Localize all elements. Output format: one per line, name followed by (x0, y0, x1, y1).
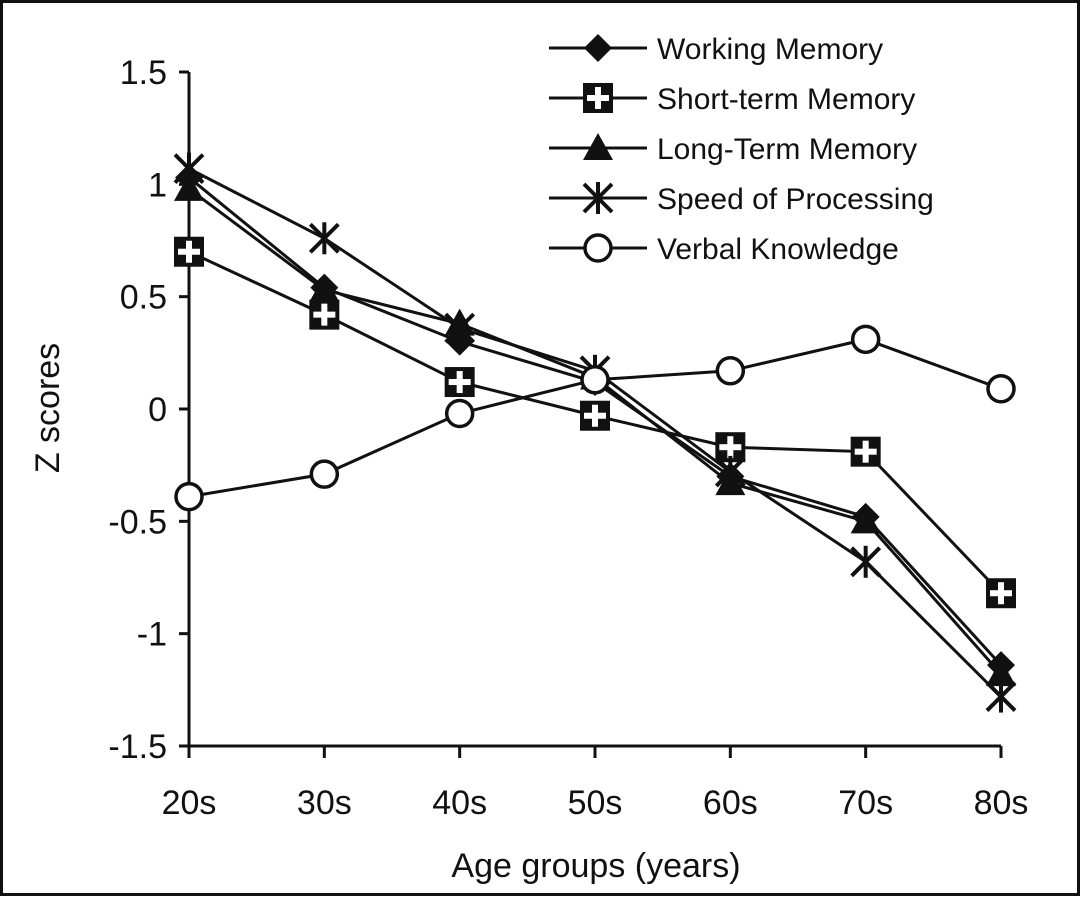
y-tick-label: -1.5 (108, 728, 167, 766)
y-tick-label: -0.5 (108, 503, 167, 541)
legend-entry: Short-term Memory (549, 83, 915, 116)
data-point (850, 506, 881, 534)
legend-entry: Long-Term Memory (549, 133, 917, 166)
x-tick-label: 50s (568, 784, 623, 822)
x-axis-label: Age groups (years) (451, 847, 740, 885)
data-point (715, 356, 746, 386)
x-tick-label: 80s (974, 784, 1029, 822)
data-point (986, 578, 1016, 609)
legend-label: Short-term Memory (657, 83, 915, 116)
data-point (309, 299, 340, 330)
y-tick-label: -1 (137, 616, 167, 654)
data-point (174, 173, 204, 201)
data-point (986, 659, 1016, 687)
data-point (174, 481, 204, 512)
legend-entry: Verbal Knowledge (549, 233, 899, 266)
x-tick-label: 70s (838, 784, 893, 822)
legend-entry: Working Memory (549, 33, 883, 66)
series-short-term-memory (174, 236, 1016, 609)
data-point (308, 222, 340, 255)
series-layer (173, 152, 1017, 713)
legend-label: Verbal Knowledge (657, 233, 899, 266)
x-tick-label: 60s (703, 784, 758, 822)
axes: 1.5 1 0.5 0 -0.5 -1 -1.5 20s 30s 40s 50s 60s 70s 80s (108, 54, 1028, 822)
data-point (173, 152, 205, 185)
legend: Working Memory Short-term Memory Long-Term… (549, 33, 934, 266)
data-point (714, 455, 746, 488)
y-tick-label: 0 (148, 391, 167, 429)
data-point (444, 398, 475, 429)
data-point (580, 365, 610, 395)
data-point (174, 236, 204, 267)
x-tick-label: 20s (162, 784, 217, 822)
data-point (580, 400, 610, 431)
x-tick-label: 30s (297, 784, 352, 822)
data-point (850, 324, 881, 355)
legend-label: Long-Term Memory (657, 133, 917, 166)
legend-marker (583, 133, 613, 160)
data-point (444, 312, 476, 345)
y-tick-label: 0.5 (120, 279, 167, 317)
legend-marker (583, 233, 613, 263)
y-axis-label: Z scores (29, 343, 67, 473)
data-point (986, 374, 1016, 404)
data-point (309, 274, 340, 302)
legend-marker (582, 182, 614, 214)
data-point (850, 545, 882, 578)
legend-entry: Speed of Processing (549, 182, 934, 216)
legend-marker (583, 83, 613, 113)
data-point (309, 459, 340, 489)
data-point (985, 680, 1017, 713)
data-point (444, 367, 475, 398)
x-tick-label: 40s (432, 784, 487, 822)
legend-label: Speed of Processing (657, 183, 934, 216)
y-tick-label: 1.5 (120, 54, 167, 92)
legend-marker (584, 34, 612, 62)
legend-label: Working Memory (657, 33, 883, 66)
data-point (850, 436, 881, 467)
y-tick-label: 1 (148, 166, 167, 204)
series-verbal-knowledge (174, 324, 1016, 512)
